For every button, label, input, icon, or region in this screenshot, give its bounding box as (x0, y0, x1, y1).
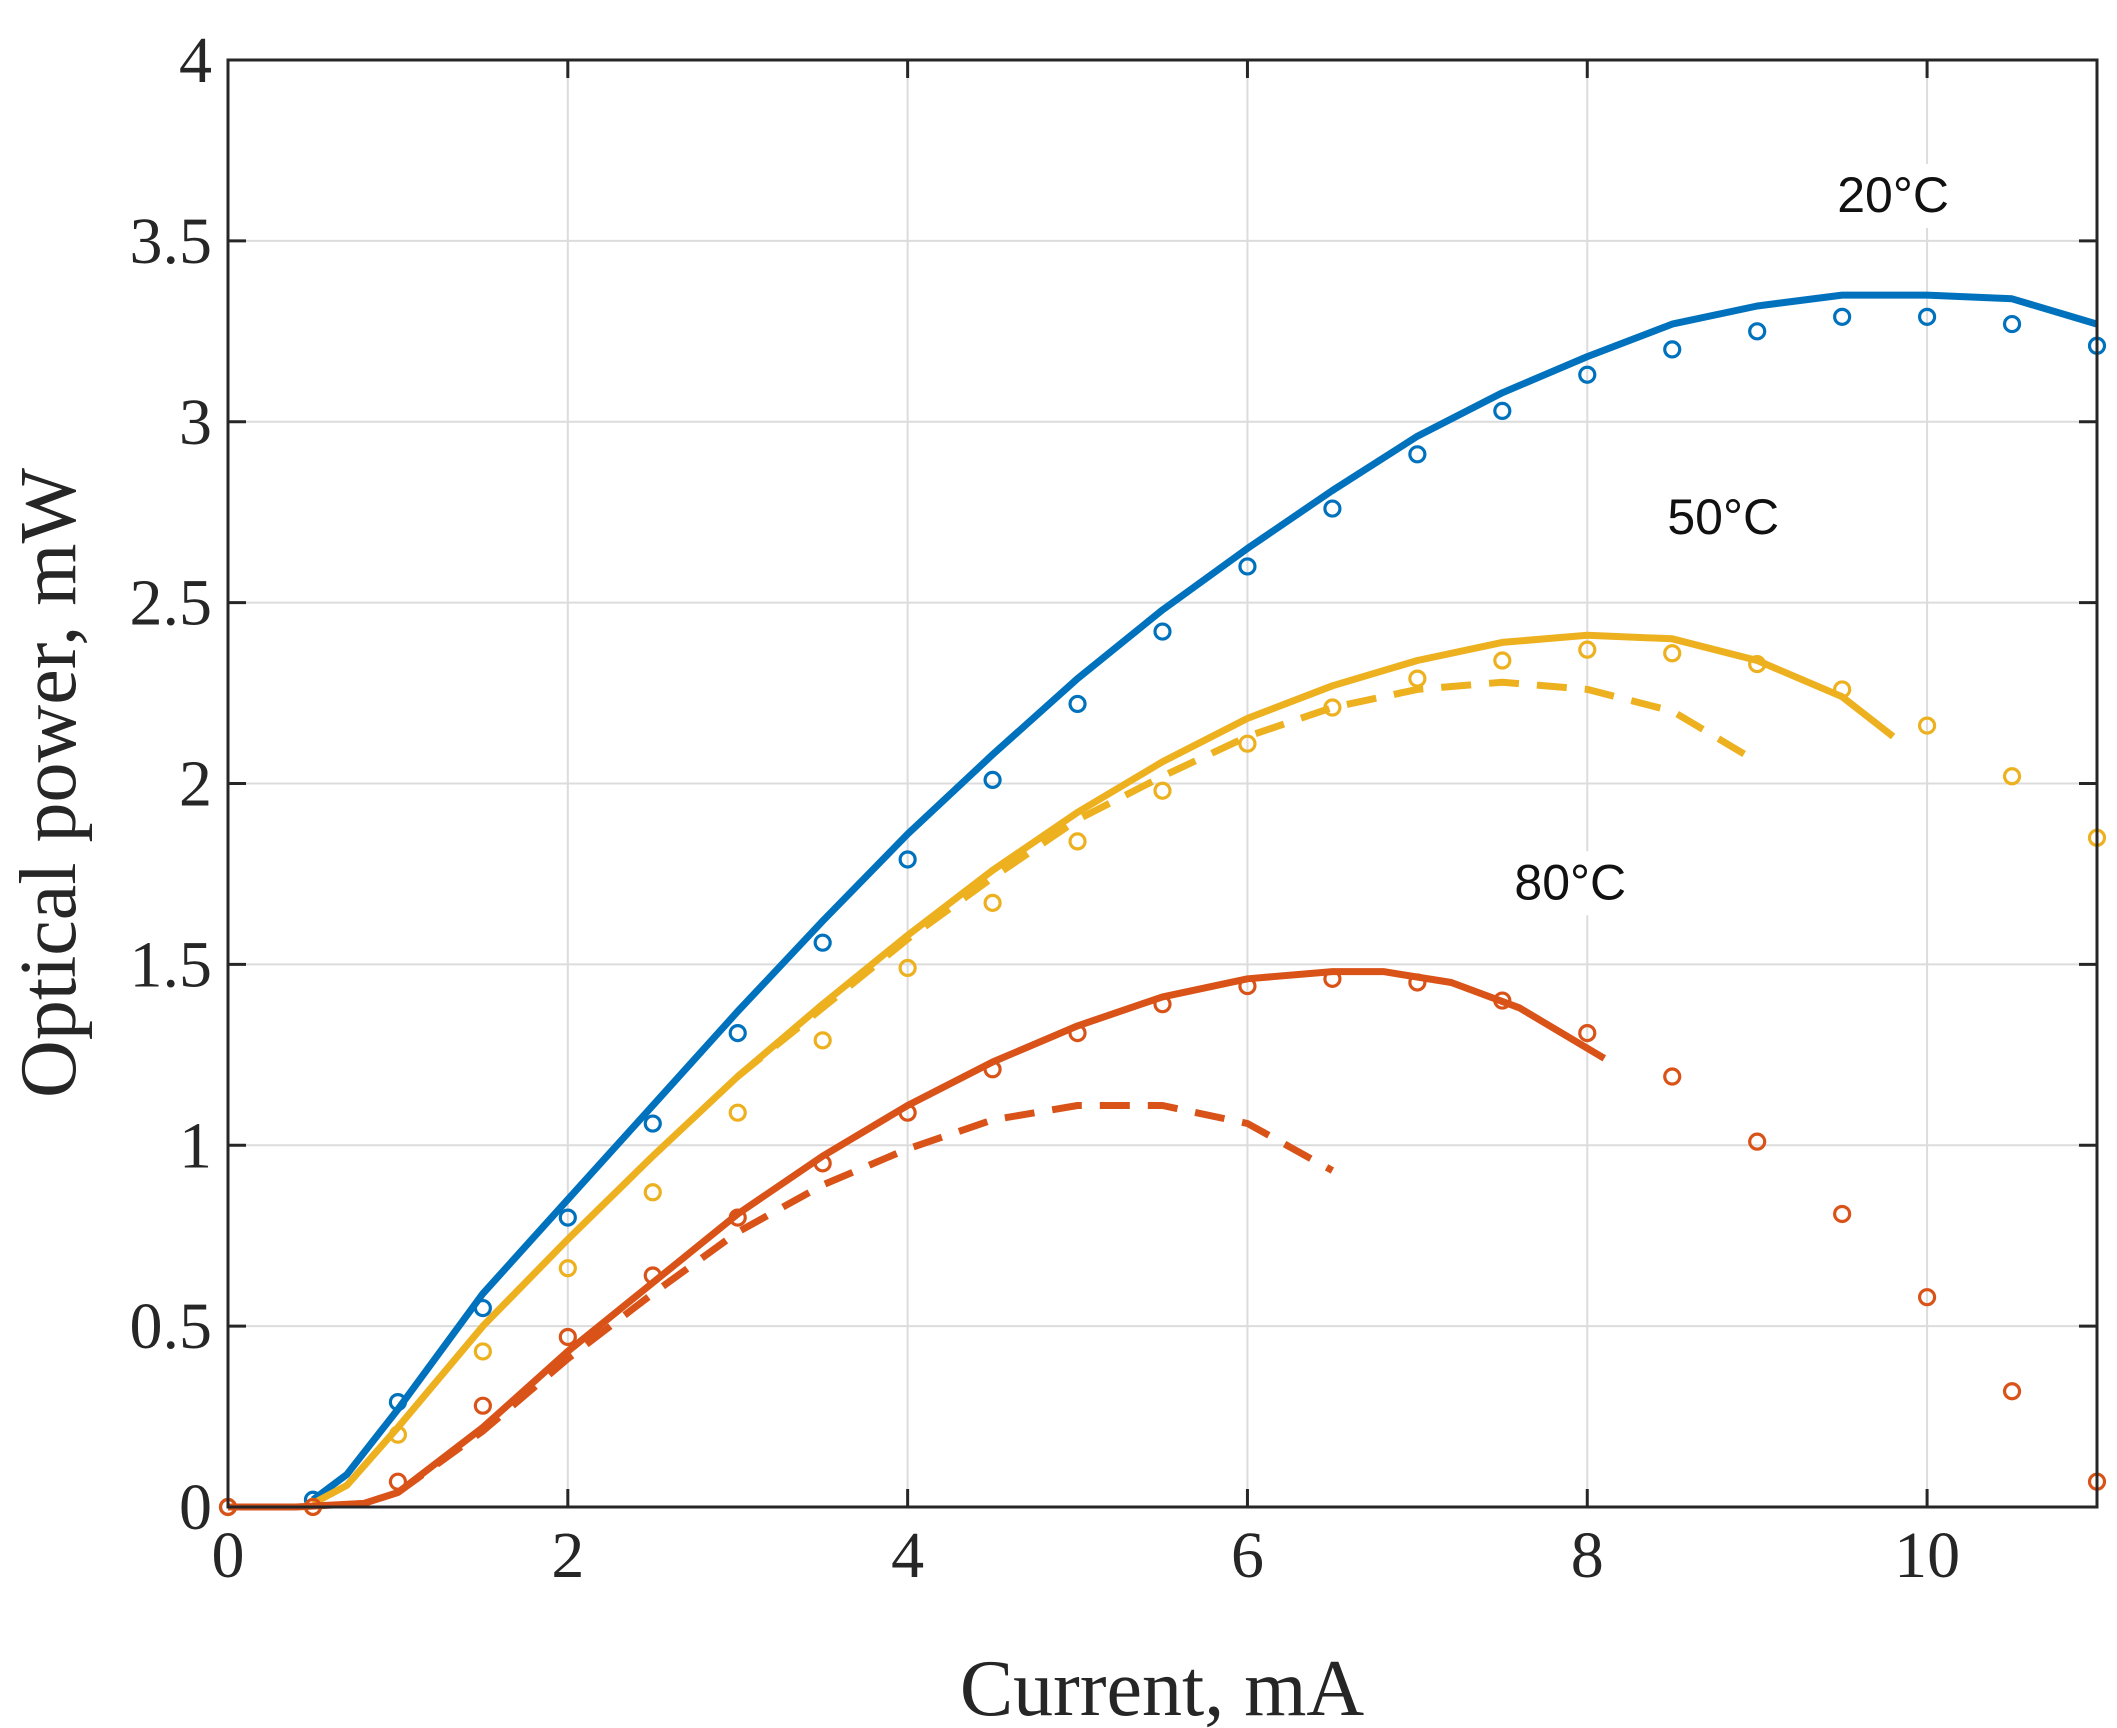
data-point (1153, 781, 1172, 800)
data-point (1578, 640, 1597, 659)
series-line (310, 291, 2098, 1503)
data-point (1833, 307, 1852, 326)
data-point (1408, 445, 1427, 464)
series-line (735, 678, 1759, 1080)
data-point (473, 1342, 492, 1361)
annotation-background (1495, 851, 1646, 916)
data-point (1748, 1132, 1767, 1151)
x-tick-label: 6 (1231, 1519, 1264, 1592)
y-tick-label: 3.5 (130, 205, 213, 278)
data-point (1917, 1288, 1937, 1307)
data-point (643, 1114, 662, 1133)
series-line (395, 1102, 1335, 1496)
data-point (1663, 340, 1682, 359)
data-point (2002, 767, 2022, 786)
data-point (1578, 365, 1597, 384)
data-point (1663, 644, 1682, 663)
data-point (898, 850, 917, 869)
y-tick-label: 1.5 (130, 928, 213, 1001)
series-3 (311, 631, 1896, 1507)
data-point (1578, 1024, 1597, 1043)
data-point (558, 1327, 577, 1347)
x-tick-label: 0 (212, 1519, 245, 1592)
temperature-label: 20°C (1837, 167, 1949, 223)
data-point (1917, 716, 1937, 735)
data-point (1153, 622, 1172, 641)
x-tick-label: 10 (1894, 1519, 1960, 1592)
data-point (983, 770, 1002, 789)
x-tick-label: 4 (891, 1519, 924, 1592)
y-tick-label: 0.5 (130, 1290, 213, 1363)
x-tick-label: 2 (551, 1519, 584, 1592)
annotations: 20°C 50°C 80°C (1495, 163, 1969, 916)
ticks: 0 2 4 6 8 10 0 0.5 1 1.5 2 2.5 3 3.5 4 (130, 24, 2097, 1592)
data-point (643, 1183, 662, 1202)
series-4 (735, 678, 1759, 1080)
data-point (473, 1396, 492, 1415)
data-point (1238, 557, 1257, 576)
data-point (728, 1103, 747, 1122)
data-point (1323, 499, 1342, 518)
data-point (1493, 651, 1512, 670)
series-1 (310, 291, 2098, 1503)
data-point (1663, 1067, 1682, 1086)
data-point (1833, 1204, 1852, 1224)
data-point (2002, 1382, 2022, 1401)
temperature-label: 80°C (1514, 854, 1626, 910)
y-tick-label: 2.5 (130, 567, 213, 640)
data-point (1748, 322, 1767, 341)
data-point (813, 933, 832, 952)
data-point (983, 893, 1002, 912)
series-7 (395, 1102, 1335, 1496)
y-tick-label: 4 (179, 24, 212, 97)
series-layer (218, 291, 2107, 1517)
data-point (1917, 307, 1937, 326)
data-point (1068, 832, 1087, 851)
data-point (813, 1031, 832, 1050)
data-point (728, 1024, 747, 1043)
x-tick-label: 8 (1571, 1519, 1604, 1592)
data-point (1068, 694, 1087, 714)
y-tick-label: 0 (179, 1471, 212, 1544)
y-tick-label: 3 (179, 386, 212, 459)
y-tick-label: 1 (179, 1109, 212, 1182)
y-axis-label: Optical power, mW (5, 468, 93, 1098)
annotation-background (1648, 485, 1799, 550)
data-point (2002, 314, 2022, 334)
annotation-background (1818, 163, 1969, 228)
data-point (558, 1208, 577, 1227)
series-line (311, 631, 1896, 1507)
data-point (898, 958, 917, 978)
data-point (558, 1259, 577, 1278)
x-axis-label: Current, mA (960, 1645, 1365, 1728)
temperature-label: 50°C (1667, 489, 1779, 545)
data-point (1493, 401, 1512, 420)
y-tick-label: 2 (179, 748, 212, 821)
